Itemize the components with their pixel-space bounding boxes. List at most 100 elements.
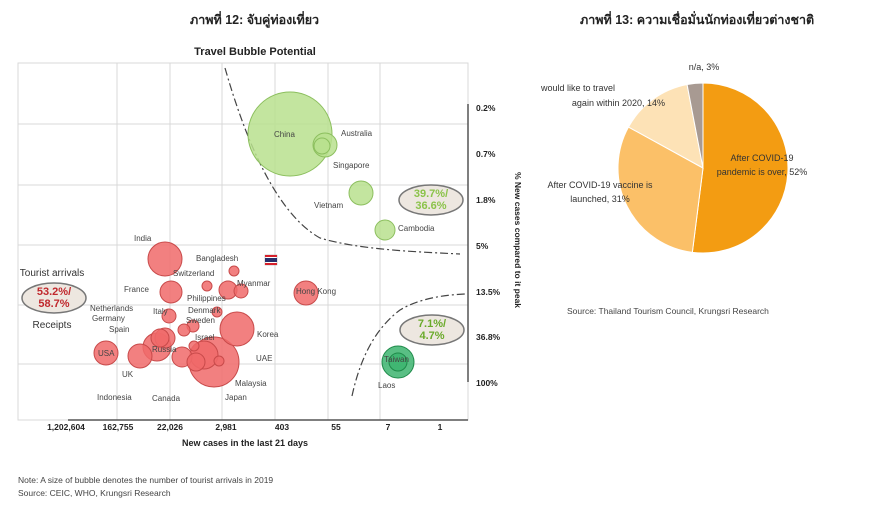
bubble-canada [186,352,206,372]
bubble-bangladesh [228,265,240,277]
pie-label-3: n/a, 3% [689,62,720,72]
pie-slices [617,82,789,254]
bubble-switzerland [201,280,213,292]
y-tick-label: 1.8% [476,195,496,205]
label-russia: Russia [152,345,177,354]
label-taiwan: Taiwan [384,355,409,364]
figure-13-title: ภาพที่ 13: ความเชื่อมั่นนักท่องเที่ยวต่า… [580,13,815,27]
svg-text:7.1%/: 7.1%/ [418,318,446,330]
pie-labels: After COVID-19 pandemic is over, 52% After… [540,62,807,204]
label-philippines: Philippines [187,294,226,303]
bubble-israel [188,340,200,352]
pie-label-2: I would like to travel [540,83,615,93]
pie-slice-1 [617,126,704,253]
label-india: India [134,234,152,243]
label-italy: Italy [153,307,168,316]
svg-text:53.2%/: 53.2%/ [37,286,71,298]
pie-slice-2 [627,83,704,169]
red-group-share-badge: 53.2%/ 58.7% [21,282,87,314]
bubble-singapore [313,137,331,155]
bubble-france [159,280,183,304]
y-tick-label: 0.7% [476,149,496,159]
x-axis-ticks: 1,202,604 162,755 22,026 2,981 403 55 7 1 [47,422,443,432]
bubble-cambodia [374,219,396,241]
label-australia: Australia [341,129,373,138]
pie-label-0: pandemic is over, 52% [717,167,808,177]
label-denmark: Denmark [188,306,221,315]
pie-slice-0 [691,82,789,254]
thailand-flag-icon [264,254,278,266]
svg-text:58.7%: 58.7% [38,298,69,310]
bubble-italy [150,328,170,348]
bubble-uk [127,343,153,369]
label-cambodia: Cambodia [398,224,435,233]
label-germany: Germany [92,314,125,323]
bubble-china [247,91,333,177]
label-bangladesh: Bangladesh [196,254,238,263]
label-myanmar: Myanmar [237,279,271,288]
label-uae: UAE [256,354,272,363]
x-tick-label: 2,981 [215,422,237,432]
y-axis-label: % New cases compared to it peak [513,172,523,308]
y-tick-label: 100% [476,378,498,388]
bubble-netherlands [161,308,177,324]
pie-source: Source: Thailand Tourism Council, Krungs… [567,306,769,316]
label-uk: UK [122,370,134,379]
x-tick-label: 1,202,604 [47,422,85,432]
figure-12-title: ภาพที่ 12: จับคู่ท่องเที่ยว [190,13,320,27]
label-usa: USA [98,349,115,358]
label-france: France [124,285,149,294]
pie-chart: After COVID-19 pandemic is over, 52% After… [540,62,807,254]
label-vietnam: Vietnam [314,201,344,210]
bubble-uae [213,355,225,367]
bubble-spain [177,323,191,337]
bubble-hong-kong [293,280,319,306]
bubble-myanmar [233,283,249,299]
y-tick-label: 13.5% [476,287,501,297]
x-tick-label: 1 [438,422,443,432]
pie-label-1: launched, 31% [570,194,630,204]
lower-green-share-badge: 7.1%/ 4.7% [399,314,465,346]
bubble-usa [93,340,119,366]
label-sweden: Sweden [186,316,215,325]
pie-slice-3 [686,82,704,169]
label-indonesia: Indonesia [97,393,132,402]
label-canada: Canada [152,394,181,403]
upper-green-share-badge: 39.7%/ 36.6% [398,184,464,216]
threshold-curves [224,67,466,397]
chart-title: Travel Bubble Potential [194,46,316,58]
tourist-arrivals-label: Tourist arrivals [20,268,84,279]
bubble-india [147,241,183,277]
label-switzerland: Switzerland [173,269,214,278]
x-tick-label: 22,026 [157,422,183,432]
bubble-laos [388,352,408,372]
bubble-note: Note: A size of bubble denotes the numbe… [18,475,274,485]
pie-label-0: After COVID-19 [730,153,793,163]
bubble-vietnam [348,180,374,206]
y-tick-label: 36.8% [476,332,501,342]
x-tick-label: 403 [275,422,289,432]
y-tick-label: 0.2% [476,103,496,113]
svg-text:4.7%: 4.7% [419,330,444,342]
y-tick-label: 5% [476,241,489,251]
pie-label-2: again within 2020, 14% [572,98,665,108]
bubble-source: Source: CEIC, WHO, Krungsri Research [18,488,171,498]
label-spain: Spain [109,325,129,334]
svg-text:39.7%/: 39.7%/ [414,188,448,200]
svg-text:36.6%: 36.6% [415,200,446,212]
label-korea: Korea [257,330,279,339]
label-israel: Israel [195,333,215,342]
label-laos: Laos [378,381,395,390]
label-singapore: Singapore [333,161,370,170]
label-japan: Japan [225,393,247,402]
x-axis-label: New cases in the last 21 days [182,438,308,448]
y-axis-ticks: 0.2% 0.7% 1.8% 5% 13.5% 36.8% 100% [476,103,501,388]
x-tick-label: 162,755 [103,422,134,432]
bubble-denmark [211,306,223,318]
bubble-labels: China Australia Singapore Vietnam Cambodia Ta… [90,129,435,403]
label-malaysia: Malaysia [235,379,267,388]
x-tick-label: 55 [331,422,341,432]
pie-label-1: After COVID-19 vaccine is [547,180,653,190]
label-hong-kong: Hong Kong [296,287,336,296]
label-netherlands: Netherlands [90,304,133,313]
